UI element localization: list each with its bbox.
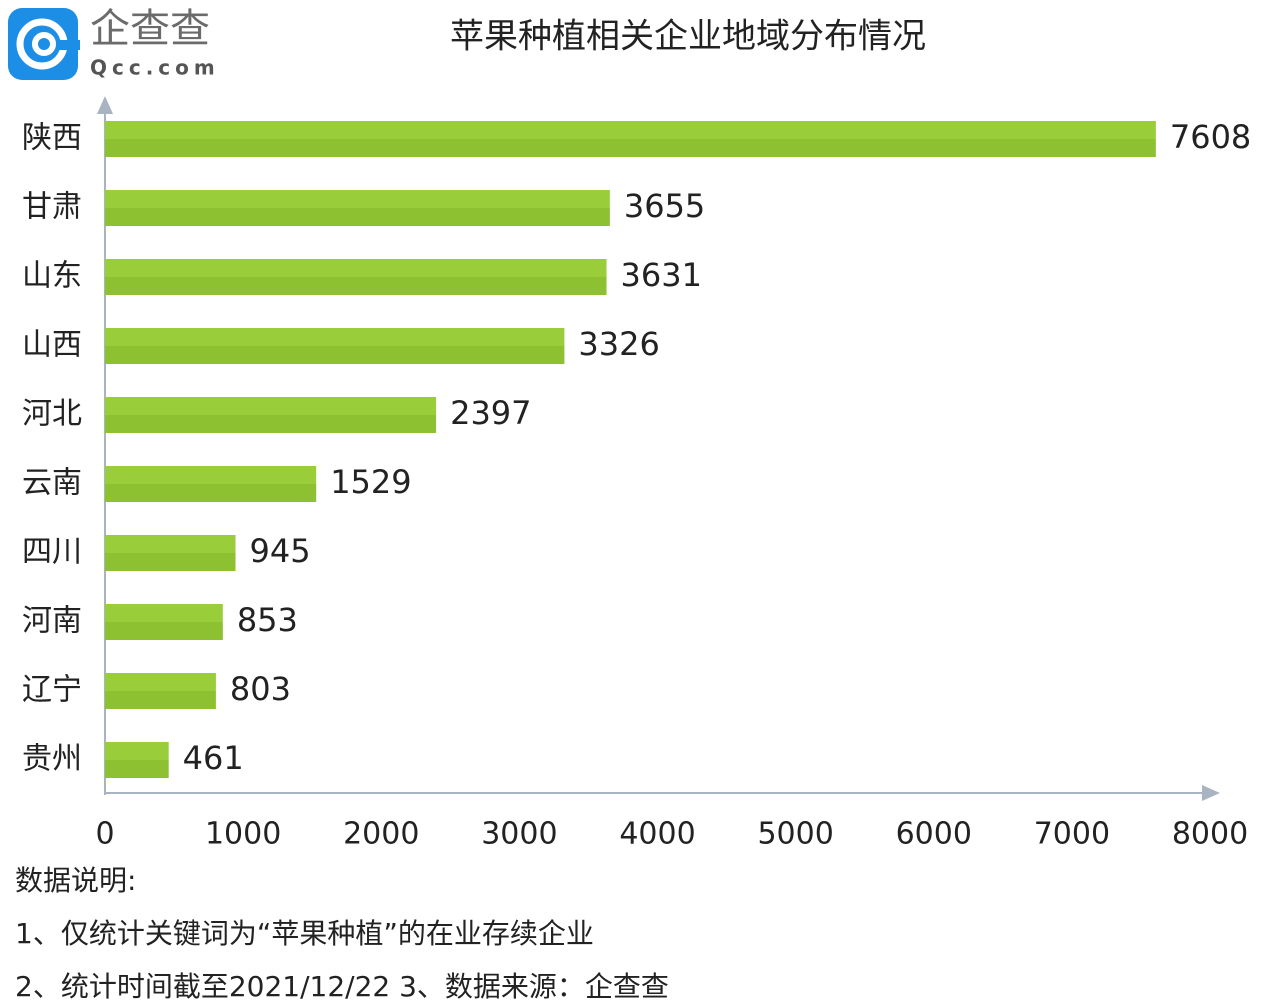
note: 1、仅统计关键词为“苹果种植”的在业存续企业 [15,917,594,950]
logo-name: 企查查 [90,6,210,52]
y-tick-label: 河北 [22,397,82,432]
x-tick-label: 4000 [619,817,695,852]
bar [105,466,317,502]
y-tick-label: 贵州 [22,742,82,777]
bar [105,742,169,778]
y-tick-label: 辽宁 [22,673,82,708]
bar-shade [105,691,216,709]
bar-shade [105,622,223,640]
bar [105,121,1156,157]
bar-shade [105,139,1156,157]
note: 2、统计时间截至2021/12/22 3、数据来源：企查查 [15,970,669,1003]
logo-ring-inner [32,32,56,56]
x-tick-label: 5000 [757,817,833,852]
value-label: 3631 [621,256,702,294]
value-label: 1529 [330,463,411,501]
value-label: 3326 [578,325,659,363]
bar [105,328,565,364]
logo-gap [56,40,80,50]
x-tick-label: 8000 [1172,817,1248,852]
bar [105,259,607,295]
bar-shade [105,277,607,295]
x-tick-label: 3000 [481,817,557,852]
value-label: 803 [230,670,291,708]
y-tick-label: 山东 [22,259,82,294]
bar-shade [105,484,317,502]
bar-shade [105,415,437,433]
value-label: 945 [250,532,311,570]
value-label: 7608 [1170,118,1251,156]
chart-title: 苹果种植相关企业地域分布情况 [450,17,926,57]
note-heading: 数据说明: [15,864,136,897]
value-label: 461 [183,739,244,777]
logo-domain: Qcc.com [90,56,220,80]
value-label: 853 [237,601,298,639]
x-tick-label: 6000 [896,817,972,852]
y-tick-label: 云南 [22,466,82,501]
y-tick-label: 河南 [22,604,82,639]
y-tick-label: 陕西 [22,121,82,156]
bar [105,673,216,709]
bar-shade [105,346,565,364]
y-tick-label: 山西 [22,328,82,363]
x-tick-label: 1000 [205,817,281,852]
bar [105,535,236,571]
x-tick-label: 2000 [343,817,419,852]
bar [105,397,437,433]
y-tick-label: 甘肃 [22,190,82,225]
bar-shade [105,553,236,571]
bar [105,190,610,226]
logo: 企查查 Qcc.com [8,6,220,80]
bar-shade [105,208,610,226]
x-tick-label: 0 [95,817,114,852]
bar [105,604,223,640]
value-label: 3655 [624,187,705,225]
x-tick-label: 7000 [1034,817,1110,852]
value-label: 2397 [450,394,531,432]
y-tick-label: 四川 [22,535,82,570]
bar-shade [105,760,169,778]
